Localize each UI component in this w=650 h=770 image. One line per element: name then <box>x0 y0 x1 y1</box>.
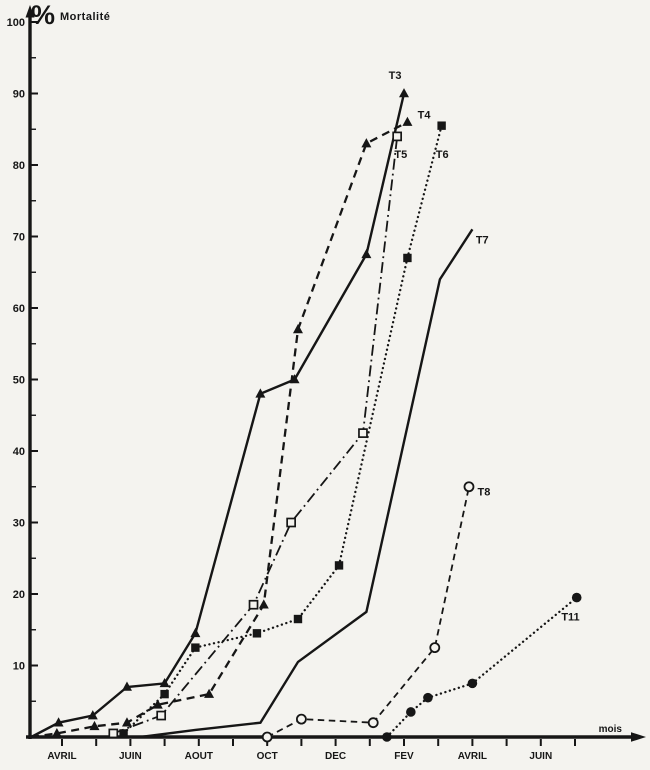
square-marker <box>252 629 262 638</box>
series-T8-markers <box>261 481 475 743</box>
square-marker <box>119 729 128 738</box>
series-T11: T11 <box>382 592 582 742</box>
y-tick-label: 60 <box>13 303 25 315</box>
series-T6-line <box>122 124 443 735</box>
x-tick-label: JUIN <box>529 751 552 762</box>
y-tick-label: 10 <box>13 661 25 673</box>
series-T6: T6 <box>119 121 449 738</box>
series-T4-label: T4 <box>418 110 432 122</box>
series-T7-label: T7 <box>476 235 489 247</box>
series-T11-label: T11 <box>561 611 579 623</box>
triangle-marker <box>190 627 201 638</box>
triangle-marker <box>152 699 163 709</box>
series-T3-markers <box>53 88 409 727</box>
triangle-marker <box>292 324 303 334</box>
y-ticks: 10 20 30 40 50 60 70 80 90 100 <box>7 17 38 702</box>
series-T3-line <box>30 93 406 739</box>
triangle-marker <box>399 88 409 98</box>
triangle-marker <box>255 388 266 398</box>
y-tick-label: 40 <box>13 446 25 458</box>
open-square-marker <box>248 599 259 610</box>
axes <box>25 5 646 742</box>
triangle-marker <box>402 116 413 126</box>
series-T5-markers <box>108 131 403 739</box>
open-square-marker <box>156 710 167 721</box>
series-T5-label: T5 <box>394 149 407 161</box>
series-T5: T5 <box>108 131 407 739</box>
square-marker <box>403 253 412 263</box>
series-T8-line <box>266 486 470 738</box>
square-marker <box>160 689 169 699</box>
series-T7-line <box>140 228 474 739</box>
square-marker <box>293 614 303 624</box>
triangle-marker <box>87 710 98 720</box>
chart-title: % Mortalité <box>31 2 110 29</box>
series-T4-markers <box>51 116 413 738</box>
triangle-marker <box>361 138 372 148</box>
y-axis-arrow <box>25 5 35 18</box>
triangle-marker <box>53 717 64 727</box>
y-tick-label: 20 <box>13 589 25 601</box>
series-T7: T7 <box>140 228 489 739</box>
square-marker <box>334 561 344 570</box>
open-circle-marker <box>367 717 379 729</box>
x-ticks: AVRIL JUIN AOUT OCT DEC FEV AVRIL JUIN mois <box>47 724 622 762</box>
y-tick-label: 90 <box>13 89 25 101</box>
series-T4: T4 <box>31 110 432 739</box>
x-tick-label: AOUT <box>185 751 213 762</box>
y-tick-label: 80 <box>13 160 25 172</box>
filled-circle-marker <box>467 678 478 689</box>
x-tick-label: OCT <box>257 751 278 762</box>
filled-circle-marker <box>382 732 392 742</box>
y-tick-label: 30 <box>13 518 25 530</box>
series-T4-line <box>31 121 408 739</box>
y-tick-label: 100 <box>7 17 25 29</box>
square-marker <box>191 643 200 652</box>
x-axis-arrow <box>631 732 646 742</box>
square-marker <box>437 121 446 130</box>
x-tick-label: AVRIL <box>47 751 76 762</box>
x-tick-label: DEC <box>325 751 346 762</box>
series-T3: T3 <box>30 70 409 739</box>
x-tick-label: JUIN <box>119 751 142 762</box>
filled-circle-marker <box>423 692 433 703</box>
triangle-marker <box>159 677 170 688</box>
filled-circle-marker <box>571 592 582 603</box>
series-T11-line <box>385 596 578 739</box>
open-circle-marker <box>295 713 307 725</box>
x-tick-label: AVRIL <box>458 751 487 762</box>
open-square-marker <box>286 517 296 528</box>
y-tick-label: 70 <box>13 232 25 244</box>
triangle-marker <box>121 681 132 691</box>
open-circle-marker <box>261 731 273 743</box>
triangle-marker <box>51 728 62 738</box>
series-T6-label: T6 <box>436 149 449 161</box>
triangle-marker <box>204 688 215 698</box>
open-circle-marker <box>429 642 441 654</box>
x-tick-label: FEV <box>394 751 414 762</box>
series-T11-markers <box>382 592 582 742</box>
open-circle-marker <box>463 481 475 493</box>
series-T8: T8 <box>261 481 491 743</box>
triangle-marker <box>89 720 100 731</box>
series-T6-markers <box>119 121 446 738</box>
x-axis-unit-label: mois <box>599 724 623 735</box>
series-T5-line <box>112 136 399 735</box>
triangle-marker <box>121 717 132 727</box>
open-square-marker <box>358 428 368 438</box>
open-square-marker <box>392 131 403 142</box>
triangle-marker <box>258 599 269 609</box>
triangle-marker <box>361 248 372 259</box>
filled-circle-marker <box>406 707 416 717</box>
open-square-marker <box>108 728 119 739</box>
chart-title-text: Mortalité <box>60 11 111 23</box>
series-T3-label: T3 <box>389 70 402 82</box>
series-T8-label: T8 <box>478 486 491 498</box>
percent-symbol: % <box>31 0 55 30</box>
y-tick-label: 50 <box>13 375 25 387</box>
